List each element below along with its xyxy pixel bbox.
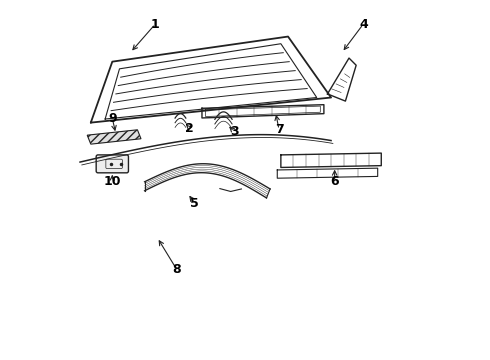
Polygon shape <box>87 130 141 144</box>
Text: 1: 1 <box>151 18 160 31</box>
Text: 10: 10 <box>103 175 121 188</box>
Text: 7: 7 <box>275 123 283 136</box>
FancyBboxPatch shape <box>96 155 128 173</box>
Text: 8: 8 <box>172 263 181 276</box>
Text: 3: 3 <box>230 125 239 138</box>
Text: 5: 5 <box>191 197 199 210</box>
Text: 2: 2 <box>185 122 194 135</box>
Text: 4: 4 <box>359 18 368 31</box>
Text: 9: 9 <box>108 112 117 125</box>
Text: 6: 6 <box>330 175 339 188</box>
